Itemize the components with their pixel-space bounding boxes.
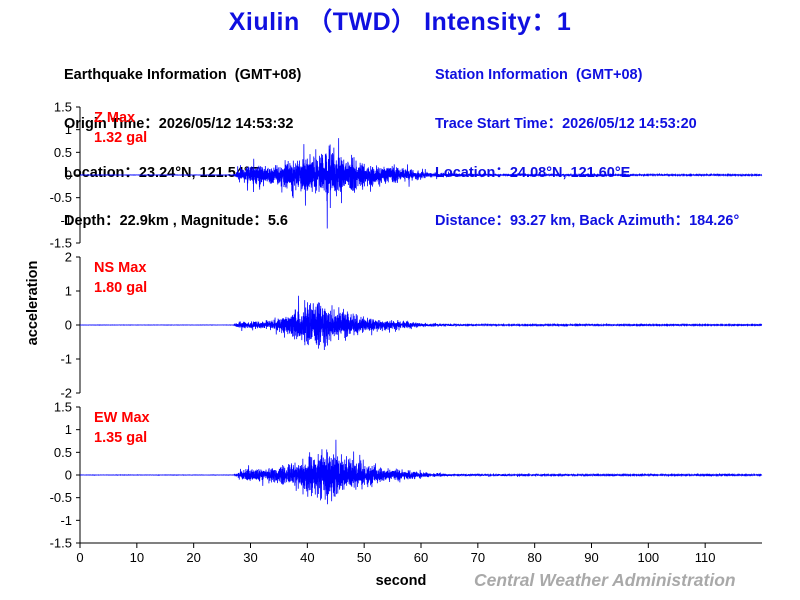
y-tick-label: -0.5 [50,190,72,205]
y-tick-label: 0 [65,318,72,333]
x-tick-label: 40 [300,550,314,565]
x-tick-label: 70 [471,550,485,565]
max-label-ns: NS Max [94,260,146,276]
epicenter-location: Location：23.24°N, 121.54°E [64,164,260,181]
y-tick-label: 2 [65,250,72,265]
earthquake-info-header: Earthquake Information (GMT+08) [64,67,302,84]
y-axis-title: acceleration [25,261,41,346]
depth-magnitude: Depth：22.9km , Magnitude：5.6 [64,213,288,230]
y-tick-label: 1 [65,284,72,299]
x-tick-label: 60 [414,550,428,565]
y-tick-label: 0 [65,468,72,483]
max-value-z: 1.32 gal [94,130,147,146]
x-tick-label: 0 [76,550,83,565]
y-tick-label: 0.5 [54,145,72,160]
earthquake-info: Earthquake Information (GMT+08) Origin T… [64,35,301,246]
waveform-ns [79,295,763,351]
station-location: Location：24.08°N, 121.60°E [435,164,631,181]
y-tick-label: -1 [60,352,72,367]
x-axis-title: second [376,573,427,589]
chart-title: Xiulin （TWD） Intensity：1 [228,8,572,36]
station-info: Station Information (GMT+08) Trace Start… [435,35,739,246]
waveform-z [79,138,763,229]
max-label-ew: EW Max [94,410,150,426]
station-info-header: Station Information (GMT+08) [435,67,643,84]
x-tick-label: 50 [357,550,371,565]
y-tick-label: -1.5 [50,236,72,251]
max-value-ns: 1.80 gal [94,280,147,296]
y-tick-label: 1.5 [54,400,72,415]
y-tick-label: 1.5 [54,100,72,115]
y-tick-label: 1 [65,122,72,137]
y-tick-label: -1.5 [50,536,72,551]
max-label-z: Z Max [94,110,135,126]
waveform-ew [79,439,763,505]
x-tick-label: 80 [527,550,541,565]
y-tick-label: 0.5 [54,445,72,460]
x-tick-label: 110 [695,550,716,565]
y-tick-label: 0 [65,168,72,183]
x-tick-label: 100 [637,550,659,565]
x-tick-label: 90 [584,550,598,565]
x-tick-label: 20 [186,550,200,565]
credit-text: Central Weather Administration [474,570,736,590]
y-tick-label: 1 [65,422,72,437]
max-value-ew: 1.35 gal [94,430,147,446]
y-tick-label: -1 [60,513,72,528]
y-tick-label: -2 [60,386,72,401]
y-tick-label: -1 [60,213,72,228]
origin-time: Origin Time：2026/05/12 14:53:32 [64,116,294,133]
x-tick-label: 10 [130,550,144,565]
y-tick-label: -0.5 [50,490,72,505]
station-distance: Distance：93.27 km, Back Azimuth：184.26° [435,213,740,230]
trace-start-time: Trace Start Time：2026/05/12 14:53:20 [435,116,697,133]
x-tick-label: 30 [243,550,257,565]
